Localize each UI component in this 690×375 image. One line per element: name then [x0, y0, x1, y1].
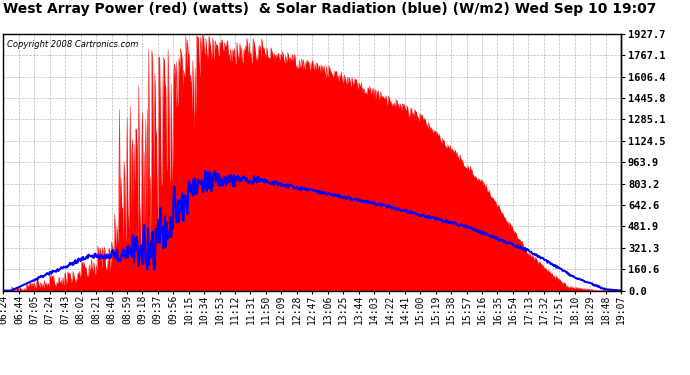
Text: Copyright 2008 Cartronics.com: Copyright 2008 Cartronics.com [6, 40, 138, 49]
Text: West Array Power (red) (watts)  & Solar Radiation (blue) (W/m2) Wed Sep 10 19:07: West Array Power (red) (watts) & Solar R… [3, 2, 657, 16]
